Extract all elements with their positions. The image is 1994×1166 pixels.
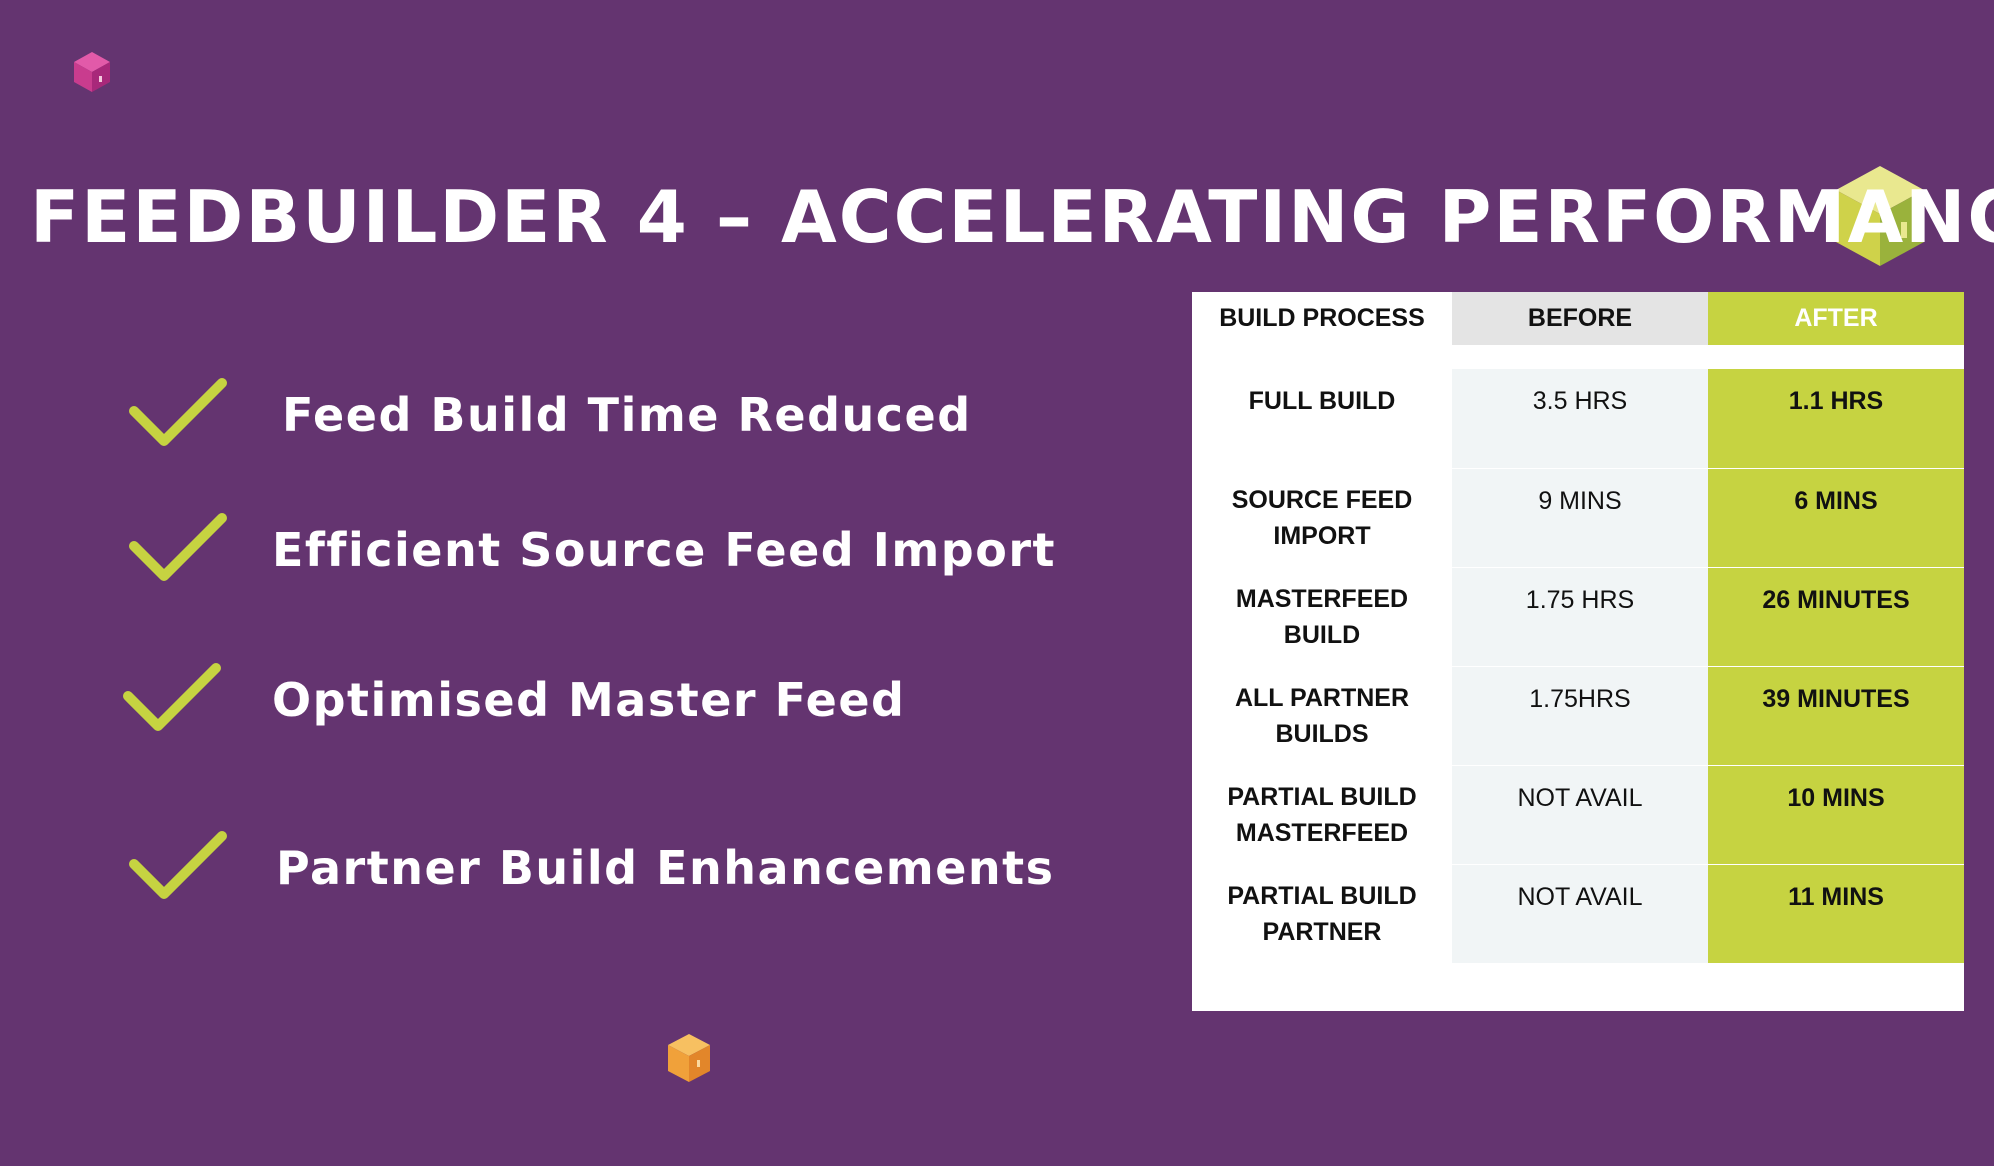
process-label-line2: BUILD [1283,621,1361,649]
after-cell: 11 MINS [1708,864,1964,964]
table-spacer [1192,345,1964,369]
table-header-row: BUILD PROCESS BEFORE AFTER [1192,292,1964,345]
page-title: FEEDBUILDER 4 – ACCELERATING PERFORMANCE [30,175,1994,259]
process-cell: ALL PARTNER BUILDS [1192,666,1452,765]
table-row: MASTERFEED BUILD 1.75 HRS 26 MINUTES [1192,567,1964,667]
after-cell: 26 MINUTES [1708,567,1964,667]
orange-cube-icon [668,1034,710,1082]
process-label: MASTERFEED [1235,585,1409,613]
after-cell: 6 MINS [1708,468,1964,568]
process-label: FULL BUILD [1248,387,1396,415]
header-after: AFTER [1708,292,1964,345]
checkmark-icon [129,831,227,899]
checkmark-icon [123,663,221,731]
process-label: ALL PARTNER [1234,684,1410,712]
table-row: PARTIAL BUILD MASTERFEED NOT AVAIL 10 MI… [1192,765,1964,865]
benefit-text: Partner Build Enhancements [276,841,1055,895]
benefit-item: Feed Build Time Reduced [128,375,972,455]
header-before: BEFORE [1452,292,1708,345]
process-cell: SOURCE FEED IMPORT [1192,468,1452,567]
benefit-text: Optimised Master Feed [272,673,906,727]
process-label-line2: PARTNER [1262,918,1382,946]
after-cell: 1.1 HRS [1708,369,1964,469]
before-cell: 9 MINS [1452,468,1708,568]
process-cell: MASTERFEED BUILD [1192,567,1452,666]
benefit-text: Efficient Source Feed Import [272,523,1056,577]
table-row: PARTIAL BUILD PARTNER NOT AVAIL 11 MINS [1192,864,1964,964]
process-label-line2: MASTERFEED [1235,819,1409,847]
process-label: PARTIAL BUILD [1227,882,1417,910]
benefit-text: Feed Build Time Reduced [282,388,972,442]
table-row: FULL BUILD 3.5 HRS 1.1 HRS [1192,369,1964,469]
yellow-green-cube-icon [1836,166,1924,266]
checkmark-icon [129,378,227,446]
performance-table: BUILD PROCESS BEFORE AFTER FULL BUILD 3.… [1192,292,1964,1011]
benefit-item: Partner Build Enhancements [128,828,1055,908]
after-cell: 10 MINS [1708,765,1964,865]
header-build-process: BUILD PROCESS [1192,292,1452,345]
process-label-line2: IMPORT [1273,522,1371,550]
benefit-item: Efficient Source Feed Import [128,510,1056,590]
benefit-item: Optimised Master Feed [122,660,905,740]
before-cell: NOT AVAIL [1452,765,1708,865]
process-label-line2: BUILDS [1275,720,1369,748]
before-cell: 1.75 HRS [1452,567,1708,667]
process-label: PARTIAL BUILD [1227,783,1417,811]
after-cell: 39 MINUTES [1708,666,1964,766]
table-row: SOURCE FEED IMPORT 9 MINS 6 MINS [1192,468,1964,568]
before-cell: NOT AVAIL [1452,864,1708,964]
before-cell: 3.5 HRS [1452,369,1708,469]
process-label: SOURCE FEED [1231,486,1413,514]
before-cell: 1.75HRS [1452,666,1708,766]
table-row: ALL PARTNER BUILDS 1.75HRS 39 MINUTES [1192,666,1964,766]
process-cell: FULL BUILD [1192,369,1452,468]
process-cell: PARTIAL BUILD MASTERFEED [1192,765,1452,864]
magenta-cube-icon [74,52,110,92]
checkmark-icon [129,513,227,581]
process-cell: PARTIAL BUILD PARTNER [1192,864,1452,963]
